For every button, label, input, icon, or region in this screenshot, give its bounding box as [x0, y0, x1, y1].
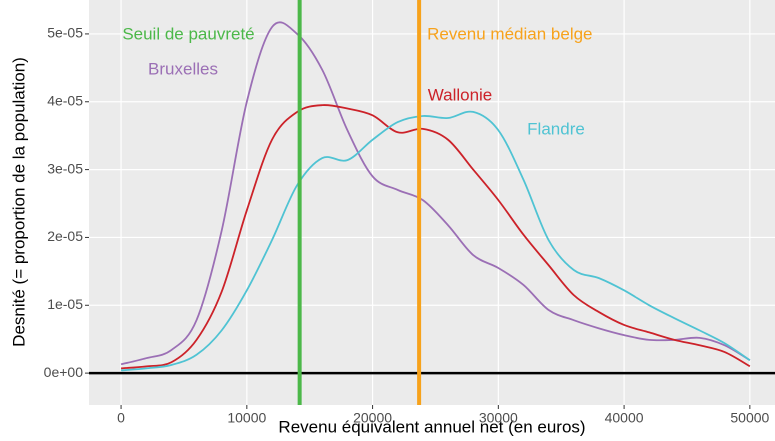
x-tick-label: 10000	[227, 410, 266, 426]
x-tick-label: 0	[117, 410, 125, 426]
y-tick-label: 3e-05	[47, 160, 83, 176]
density-line	[120, 104, 751, 370]
density-line	[120, 21, 751, 366]
y-tick-label: 5e-05	[47, 25, 83, 41]
y-tick-label: 2e-05	[47, 228, 83, 244]
reference-label: Seuil de pauvreté	[122, 24, 254, 43]
x-tick-label: 40000	[605, 410, 644, 426]
series-label: Bruxelles	[148, 59, 218, 78]
y-tick-label: 1e-05	[47, 296, 83, 312]
y-tick-label: 4e-05	[47, 92, 83, 108]
series-label: Wallonie	[428, 85, 493, 104]
y-axis-title: Desnité (= proportion de la population)	[9, 57, 28, 347]
series-label: Flandre	[527, 119, 585, 138]
y-tick-label: 0e+00	[44, 364, 84, 380]
panel	[89, 0, 775, 405]
x-tick-label: 20000	[353, 410, 392, 426]
x-tick-label: 30000	[479, 410, 518, 426]
reference-label: Revenu médian belge	[427, 24, 592, 43]
x-axis-title: Revenu équivalent annuel net (en euros)	[278, 417, 585, 436]
density-line	[120, 110, 751, 372]
x-tick-label: 50000	[730, 410, 769, 426]
